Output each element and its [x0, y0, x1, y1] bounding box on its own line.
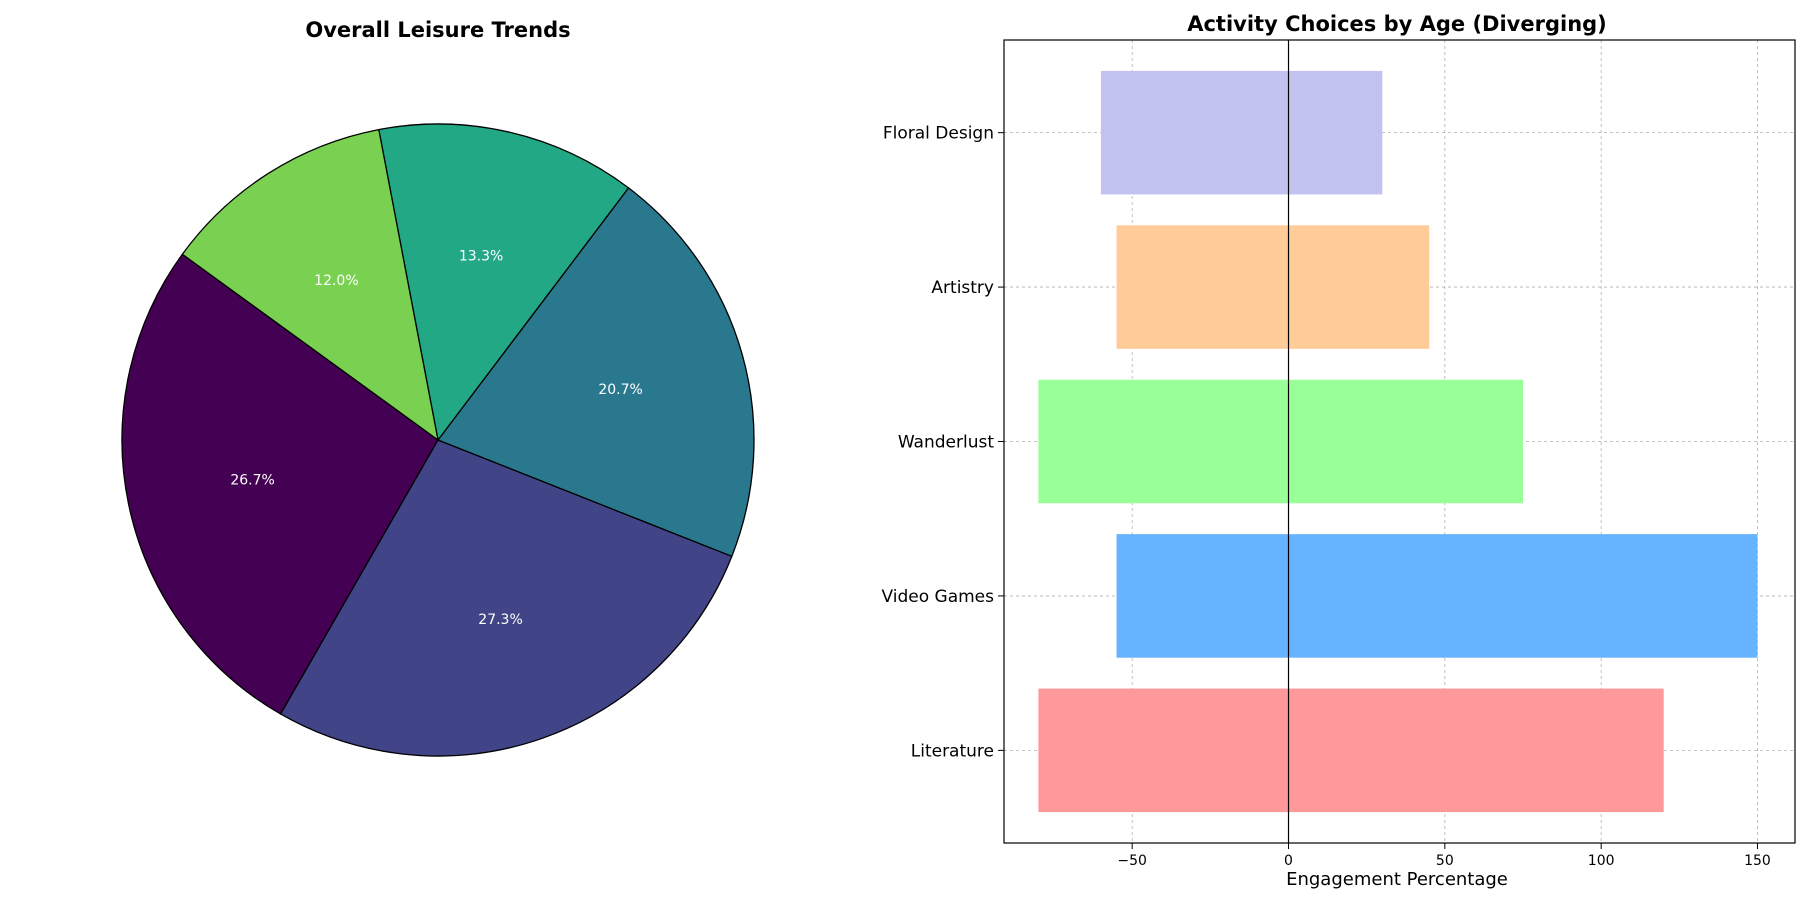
pie-slice-label: 26.7% [230, 473, 274, 489]
x-tick-label: 0 [1284, 853, 1293, 869]
bar-positive [1289, 71, 1383, 195]
bar-negative [1101, 71, 1289, 195]
x-tick-label: 50 [1436, 853, 1454, 869]
x-tick-label: 100 [1588, 853, 1615, 869]
bar-positive [1289, 225, 1430, 349]
bar-title: Activity Choices by Age (Diverging) [1187, 12, 1607, 36]
bar-negative [1117, 534, 1289, 658]
x-tick-label: −50 [1117, 853, 1147, 869]
bar-positive [1289, 534, 1758, 658]
bar-negative [1038, 689, 1288, 813]
y-tick-label: Video Games [881, 587, 994, 607]
y-tick-label: Floral Design [883, 124, 994, 144]
bar-positive [1289, 380, 1523, 504]
pie-slice-label: 20.7% [598, 382, 642, 398]
pie-slice-label: 13.3% [459, 248, 503, 264]
y-tick-label: Literature [911, 741, 994, 761]
y-tick-label: Artistry [931, 278, 994, 298]
pie-slice-label: 12.0% [314, 273, 358, 289]
y-tick-label: Wanderlust [898, 433, 995, 453]
x-tick-label: 150 [1744, 853, 1771, 869]
bar-negative [1117, 225, 1289, 349]
pie-slice-label: 27.3% [478, 612, 522, 628]
bar-positive [1289, 689, 1664, 813]
pie-title: Overall Leisure Trends [305, 18, 570, 42]
x-axis-label: Engagement Percentage [1286, 869, 1508, 890]
bar-negative [1038, 380, 1288, 504]
pie-slices [122, 124, 754, 756]
